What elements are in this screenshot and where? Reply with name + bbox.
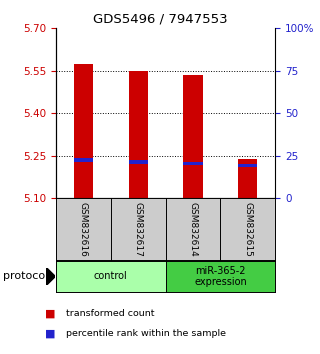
Text: miR-365-2
expression: miR-365-2 expression [194,266,247,287]
Bar [129,160,148,164]
Bar [74,64,93,198]
Text: GSM832615: GSM832615 [243,202,252,257]
Text: transformed count: transformed count [66,309,154,318]
Bar [238,164,257,167]
Text: GSM832616: GSM832616 [79,202,88,257]
Bar [238,159,257,198]
Bar [74,158,93,162]
Text: control: control [94,272,128,281]
Bar [183,75,203,198]
Text: percentile rank within the sample: percentile rank within the sample [66,329,226,338]
Text: ■: ■ [45,308,55,318]
Text: GDS5496 / 7947553: GDS5496 / 7947553 [93,12,227,25]
Polygon shape [46,268,55,285]
Text: GSM832617: GSM832617 [134,202,143,257]
Bar [183,162,203,165]
Bar [129,71,148,198]
Text: GSM832614: GSM832614 [188,202,197,257]
Text: protocol: protocol [3,272,48,281]
Text: ■: ■ [45,329,55,338]
